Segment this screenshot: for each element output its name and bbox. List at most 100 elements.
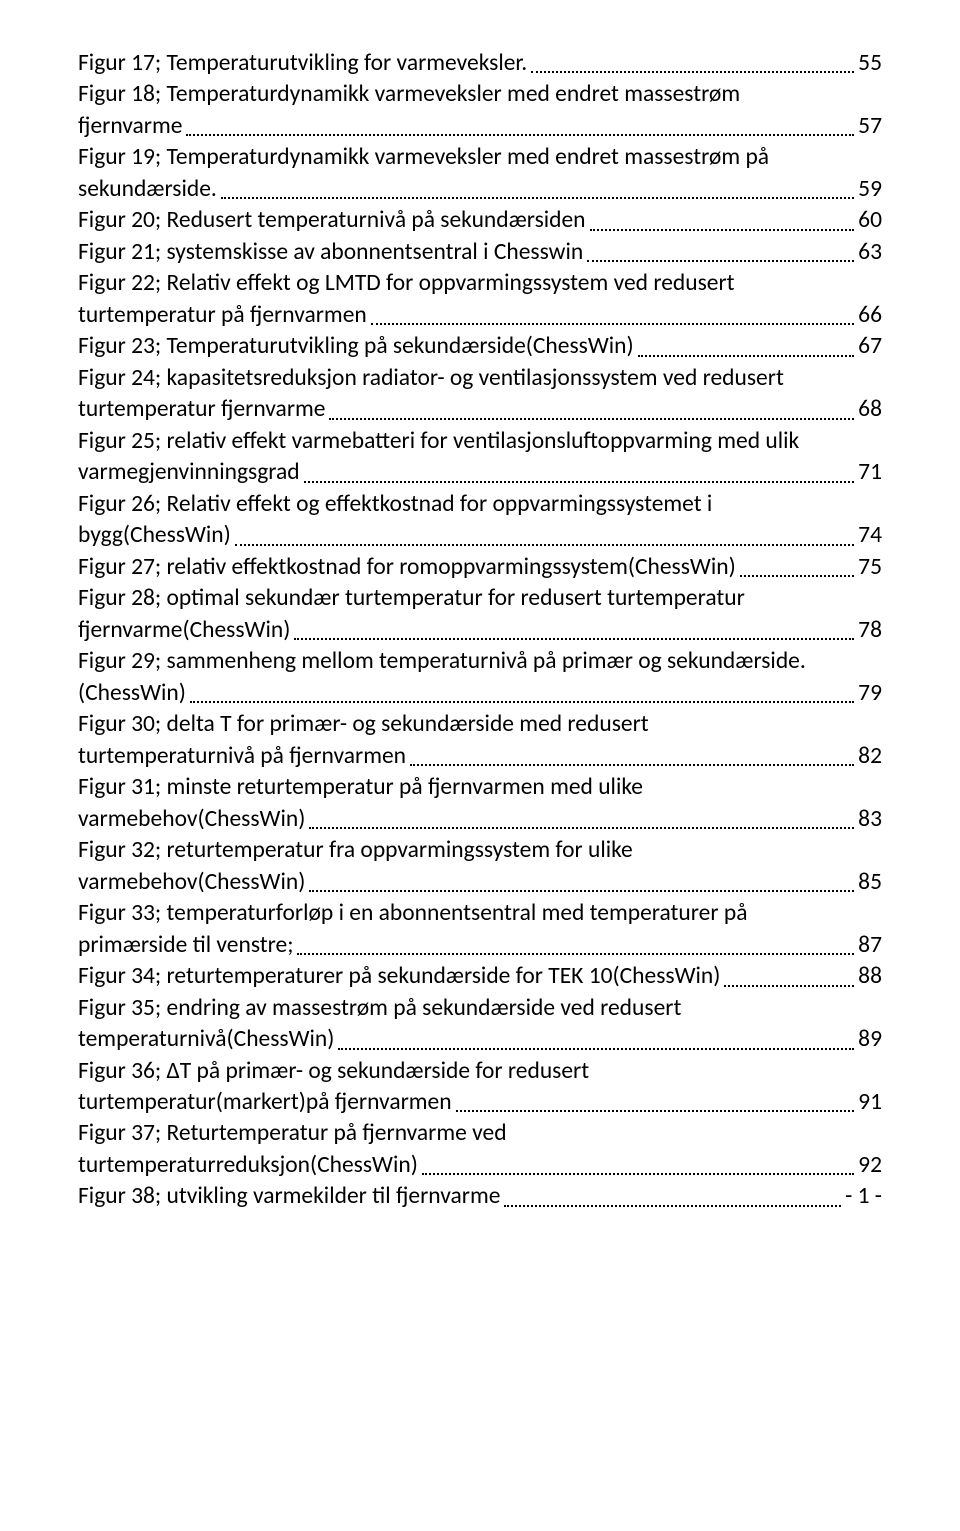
toc-entry-text: Figur 31; minste returtemperatur på fjer… — [78, 772, 882, 803]
toc-entry-text: Figur 26; Relativ effekt og effektkostna… — [78, 489, 882, 520]
toc-page-number: - 1 - — [845, 1181, 882, 1212]
toc-entry-lastline: turtemperaturreduksjon(ChessWin) 92 — [78, 1150, 882, 1181]
toc-entry-lastline: varmebehov(ChessWin)85 — [78, 867, 882, 898]
toc-entry-text: bygg(ChessWin) — [78, 520, 231, 551]
dot-leader — [304, 462, 855, 483]
toc-entry: Figur 22; Relativ effekt og LMTD for opp… — [78, 268, 882, 331]
dot-leader — [309, 871, 854, 892]
toc-entry: Figur 17; Temperaturutvikling for varmev… — [78, 48, 882, 79]
toc-entry-text: varmegjenvinningsgrad — [78, 457, 300, 488]
toc-entry-text: fjernvarme(ChessWin) — [78, 615, 290, 646]
dot-leader — [235, 525, 854, 546]
toc-entry-lastline: varmegjenvinningsgrad 71 — [78, 457, 882, 488]
toc-entry-text: Figur 18; Temperaturdynamikk varmeveksle… — [78, 79, 882, 110]
toc-entry-text: Figur 35; endring av massestrøm på sekun… — [78, 993, 882, 1024]
toc-entry-text: Figur 20; Redusert temperaturnivå på sek… — [78, 205, 586, 236]
toc-entry-text: Figur 25; relativ effekt varmebatteri fo… — [78, 426, 882, 457]
toc-entry-text: Figur 19; Temperaturdynamikk varmeveksle… — [78, 142, 882, 173]
toc-entry: Figur 32; returtemperatur fra oppvarming… — [78, 835, 882, 898]
toc-page-number: 74 — [858, 520, 882, 551]
toc-page-number: 87 — [858, 930, 882, 961]
toc-entry-text: Figur 17; Temperaturutvikling for varmev… — [78, 48, 527, 79]
toc-entry: Figur 33; temperaturforløp i en abonnent… — [78, 898, 882, 961]
toc-page-number: 78 — [858, 615, 882, 646]
toc-entry-text: Figur 21; systemskisse av abonnentsentra… — [78, 237, 583, 268]
toc-entry-lastline: Figur 34; returtemperaturer på sekundærs… — [78, 961, 882, 992]
toc-entry: Figur 36; ΔT på primær- og sekundærside … — [78, 1056, 882, 1119]
toc-entry: Figur 38; utvikling varmekilder til fjer… — [78, 1181, 882, 1212]
dot-leader — [309, 808, 854, 829]
toc-entry: Figur 34; returtemperaturer på sekundærs… — [78, 961, 882, 992]
toc-entry-text: varmebehov(ChessWin) — [78, 804, 305, 835]
toc-entry-lastline: bygg(ChessWin) 74 — [78, 520, 882, 551]
toc-entry-text: turtemperatur på fjernvarmen — [78, 300, 367, 331]
toc-page-number: 67 — [858, 331, 882, 362]
toc-entry-lastline: (ChessWin)79 — [78, 678, 882, 709]
toc-entry-lastline: Figur 23; Temperaturutvikling på sekundæ… — [78, 331, 882, 362]
toc-entry-text: turtemperaturnivå på fjernvarmen — [78, 741, 406, 772]
dot-leader — [221, 178, 854, 199]
toc-entry: Figur 21; systemskisse av abonnentsentra… — [78, 237, 882, 268]
dot-leader — [590, 210, 855, 231]
toc-page-number: 89 — [858, 1024, 882, 1055]
dot-leader — [329, 399, 854, 420]
toc-page-number: 91 — [858, 1087, 882, 1118]
dot-leader — [638, 336, 855, 357]
toc-page-number: 79 — [858, 678, 882, 709]
toc-entry-text: Figur 33; temperaturforløp i en abonnent… — [78, 898, 882, 929]
toc-entry-text: turtemperaturreduksjon(ChessWin) — [78, 1150, 418, 1181]
dot-leader — [410, 745, 854, 766]
dot-leader — [456, 1091, 855, 1112]
toc-entry-lastline: turtemperatur(markert)på fjernvarmen 91 — [78, 1087, 882, 1118]
toc-entry-lastline: temperaturnivå(ChessWin)89 — [78, 1024, 882, 1055]
dot-leader — [740, 556, 854, 577]
toc-entry-lastline: Figur 21; systemskisse av abonnentsentra… — [78, 237, 882, 268]
toc-entry-text: primærside til venstre; — [78, 930, 293, 961]
toc-entry: Figur 37; Returtemperatur på fjernvarme … — [78, 1118, 882, 1181]
dot-leader — [587, 241, 854, 262]
toc-entry: Figur 26; Relativ effekt og effektkostna… — [78, 489, 882, 552]
toc-page-number: 71 — [858, 457, 882, 488]
toc-entry-text: Figur 36; ΔT på primær- og sekundærside … — [78, 1056, 882, 1087]
toc-page-number: 55 — [858, 48, 882, 79]
toc-entry-lastline: sekundærside.59 — [78, 174, 882, 205]
dot-leader — [724, 965, 854, 986]
toc-entry: Figur 18; Temperaturdynamikk varmeveksle… — [78, 79, 882, 142]
toc-entry-lastline: turtemperatur fjernvarme 68 — [78, 394, 882, 425]
toc-entry-text: Figur 30; delta T for primær- og sekundæ… — [78, 709, 882, 740]
dot-leader — [371, 304, 854, 325]
toc-entry-text: turtemperatur fjernvarme — [78, 394, 325, 425]
list-of-figures: Figur 17; Temperaturutvikling for varmev… — [78, 48, 882, 1213]
toc-page-number: 57 — [858, 111, 882, 142]
toc-entry: Figur 25; relativ effekt varmebatteri fo… — [78, 426, 882, 489]
toc-entry: Figur 29; sammenheng mellom temperaturni… — [78, 646, 882, 709]
toc-entry-lastline: primærside til venstre; 87 — [78, 930, 882, 961]
toc-page-number: 60 — [858, 205, 882, 236]
toc-entry-text: Figur 23; Temperaturutvikling på sekundæ… — [78, 331, 634, 362]
toc-entry-text: Figur 37; Returtemperatur på fjernvarme … — [78, 1118, 882, 1149]
toc-entry-lastline: Figur 38; utvikling varmekilder til fjer… — [78, 1181, 882, 1212]
toc-entry: Figur 35; endring av massestrøm på sekun… — [78, 993, 882, 1056]
toc-entry-text: turtemperatur(markert)på fjernvarmen — [78, 1087, 452, 1118]
toc-entry-lastline: fjernvarme(ChessWin) 78 — [78, 615, 882, 646]
dot-leader — [422, 1154, 854, 1175]
toc-entry-text: Figur 38; utvikling varmekilder til fjer… — [78, 1181, 500, 1212]
toc-entry-text: Figur 29; sammenheng mellom temperaturni… — [78, 646, 882, 677]
toc-entry: Figur 20; Redusert temperaturnivå på sek… — [78, 205, 882, 236]
toc-entry: Figur 24; kapasitetsreduksjon radiator- … — [78, 363, 882, 426]
toc-entry-lastline: Figur 20; Redusert temperaturnivå på sek… — [78, 205, 882, 236]
toc-entry-text: Figur 28; optimal sekundær turtemperatur… — [78, 583, 882, 614]
toc-entry: Figur 30; delta T for primær- og sekundæ… — [78, 709, 882, 772]
toc-page-number: 68 — [858, 394, 882, 425]
toc-entry-lastline: Figur 17; Temperaturutvikling for varmev… — [78, 48, 882, 79]
toc-entry: Figur 27; relativ effektkostnad for romo… — [78, 552, 882, 583]
toc-page-number: 59 — [858, 174, 882, 205]
dot-leader — [531, 52, 854, 73]
toc-entry-text: Figur 27; relativ effektkostnad for romo… — [78, 552, 736, 583]
toc-entry-text: Figur 24; kapasitetsreduksjon radiator- … — [78, 363, 882, 394]
toc-entry-lastline: turtemperatur på fjernvarmen66 — [78, 300, 882, 331]
toc-entry: Figur 23; Temperaturutvikling på sekundæ… — [78, 331, 882, 362]
toc-page-number: 92 — [858, 1150, 882, 1181]
toc-page-number: 75 — [858, 552, 882, 583]
toc-entry: Figur 19; Temperaturdynamikk varmeveksle… — [78, 142, 882, 205]
